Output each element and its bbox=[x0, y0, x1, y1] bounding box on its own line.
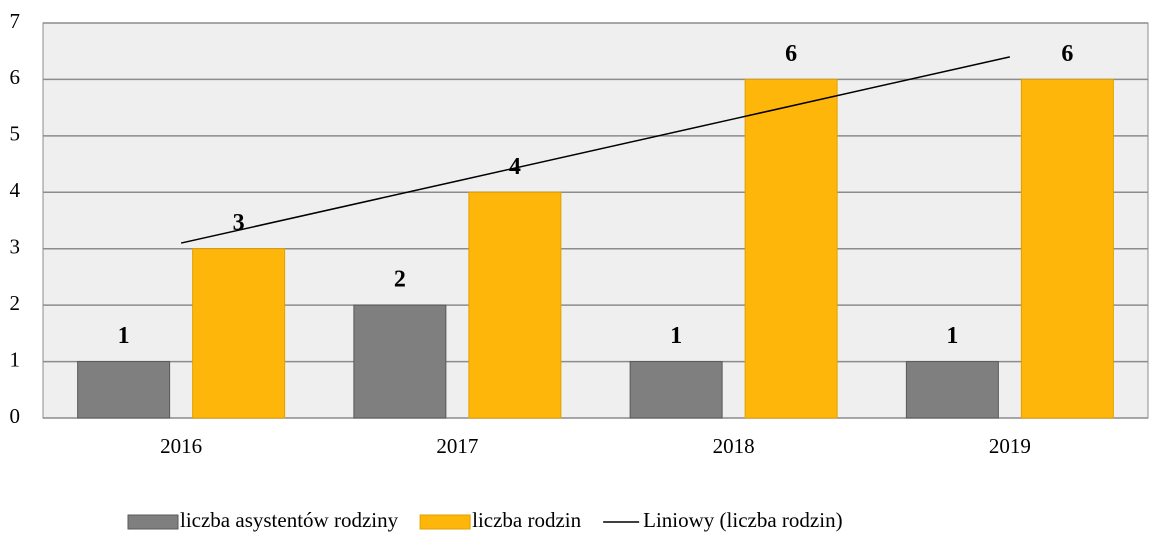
data-label: 2 bbox=[394, 267, 406, 293]
data-label: 1 bbox=[670, 323, 682, 349]
x-tick-label: 2017 bbox=[436, 434, 478, 458]
y-tick-label: 5 bbox=[10, 122, 21, 146]
y-tick-label: 0 bbox=[10, 404, 21, 428]
x-tick-label: 2019 bbox=[989, 434, 1031, 458]
data-label: 1 bbox=[946, 323, 958, 349]
legend-label: liczba asystentów rodziny bbox=[180, 508, 399, 532]
y-tick-label: 4 bbox=[10, 178, 21, 202]
bar bbox=[192, 248, 286, 419]
data-label: 3 bbox=[233, 210, 245, 236]
bar bbox=[1020, 78, 1114, 419]
y-tick-label: 7 bbox=[10, 9, 21, 33]
data-label: 6 bbox=[785, 41, 797, 67]
data-label: 1 bbox=[118, 323, 130, 349]
legend-label: liczba rodzin bbox=[472, 508, 582, 532]
bar bbox=[468, 191, 562, 419]
legend-label: Liniowy (liczba rodzin) bbox=[643, 508, 842, 532]
trend-line bbox=[180, 56, 1011, 244]
x-tick-label: 2016 bbox=[160, 434, 202, 458]
bar bbox=[905, 361, 999, 419]
data-label: 4 bbox=[509, 154, 521, 180]
y-tick-label: 1 bbox=[10, 347, 21, 371]
data-label: 6 bbox=[1061, 41, 1073, 67]
y-tick-label: 3 bbox=[10, 235, 21, 259]
bar bbox=[744, 78, 838, 419]
legend-swatch bbox=[419, 514, 471, 530]
x-tick-label: 2018 bbox=[713, 434, 755, 458]
bar bbox=[629, 361, 723, 419]
legend-swatch bbox=[127, 514, 179, 530]
bar bbox=[353, 304, 447, 419]
bar bbox=[77, 361, 171, 419]
y-tick-label: 2 bbox=[10, 291, 21, 315]
y-tick-label: 6 bbox=[10, 65, 21, 89]
